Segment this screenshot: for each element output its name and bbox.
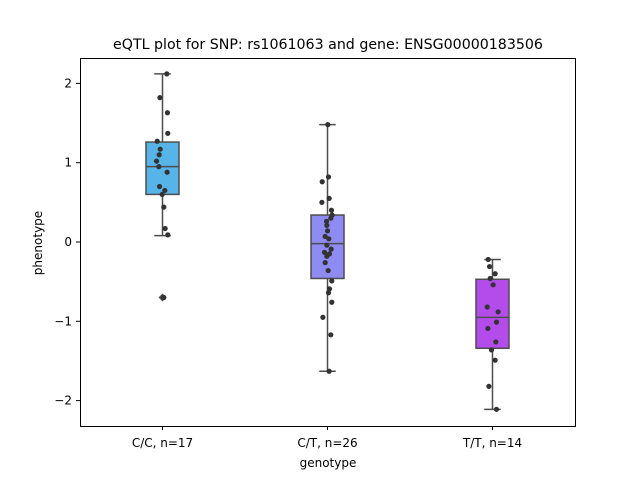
- data-point: [162, 187, 168, 194]
- data-point: [328, 332, 334, 338]
- x-tick-label: C/C, n=17: [132, 436, 193, 450]
- data-point: [490, 282, 496, 288]
- data-point: [319, 199, 325, 205]
- data-point: [493, 339, 499, 345]
- data-point: [325, 122, 331, 128]
- data-point: [485, 256, 491, 263]
- data-point: [485, 325, 491, 332]
- box-group-3: [475, 258, 510, 411]
- data-point: [325, 290, 332, 296]
- data-point: [156, 152, 162, 158]
- data-point: [162, 225, 168, 232]
- data-point: [487, 275, 493, 282]
- y-tick-label: −1: [54, 314, 72, 328]
- data-point: [156, 164, 162, 170]
- data-point: [495, 309, 501, 315]
- x-tick-label: C/T, n=26: [297, 436, 357, 450]
- data-point: [488, 347, 495, 353]
- data-point: [320, 314, 326, 320]
- data-point: [156, 183, 163, 190]
- x-axis-label: genotype: [300, 456, 357, 470]
- y-axis: 2 1 0 −1 −2: [54, 76, 80, 408]
- y-axis-label: phenotype: [31, 211, 45, 275]
- data-point: [326, 368, 332, 374]
- box-iqr: [475, 278, 510, 350]
- data-point: [492, 271, 498, 277]
- data-point: [319, 179, 325, 185]
- data-point: [486, 383, 492, 389]
- data-point: [492, 357, 498, 363]
- data-point: [326, 286, 333, 292]
- data-point: [323, 218, 330, 224]
- data-point: [325, 174, 332, 180]
- points-layer: [153, 71, 501, 412]
- x-tick-label: T/T, n=14: [462, 436, 522, 450]
- data-point: [328, 215, 334, 221]
- y-tick-label: 0: [64, 235, 72, 249]
- y-tick-label: −2: [54, 394, 72, 408]
- data-point: [157, 146, 163, 152]
- data-point: [324, 222, 330, 228]
- data-point: [486, 263, 493, 270]
- data-point: [325, 267, 331, 274]
- data-point: [165, 232, 171, 238]
- data-point: [329, 278, 335, 284]
- data-point: [322, 260, 328, 266]
- data-point: [159, 191, 165, 198]
- data-point: [493, 319, 500, 325]
- data-point: [329, 299, 335, 305]
- data-point: [484, 304, 490, 310]
- y-tick-label: 1: [64, 156, 72, 170]
- data-point: [165, 130, 171, 136]
- data-point: [164, 110, 171, 116]
- data-point: [324, 228, 331, 234]
- chart-title: eQTL plot for SNP: rs1061063 and gene: E…: [113, 37, 543, 53]
- data-point: [493, 406, 500, 412]
- data-point: [321, 249, 328, 255]
- data-point: [161, 294, 167, 301]
- y-tick-label: 2: [64, 76, 72, 90]
- data-point: [164, 169, 170, 175]
- data-point: [328, 207, 335, 213]
- data-point: [328, 246, 334, 252]
- data-point: [157, 95, 163, 101]
- x-axis: C/C, n=17 C/T, n=26 T/T, n=14: [132, 426, 522, 450]
- data-point: [324, 253, 330, 259]
- data-point: [326, 236, 332, 242]
- data-point: [324, 242, 330, 248]
- data-point: [164, 71, 170, 77]
- data-point: [154, 138, 160, 144]
- data-point: [326, 195, 332, 201]
- data-point: [161, 204, 167, 210]
- data-point: [153, 158, 160, 164]
